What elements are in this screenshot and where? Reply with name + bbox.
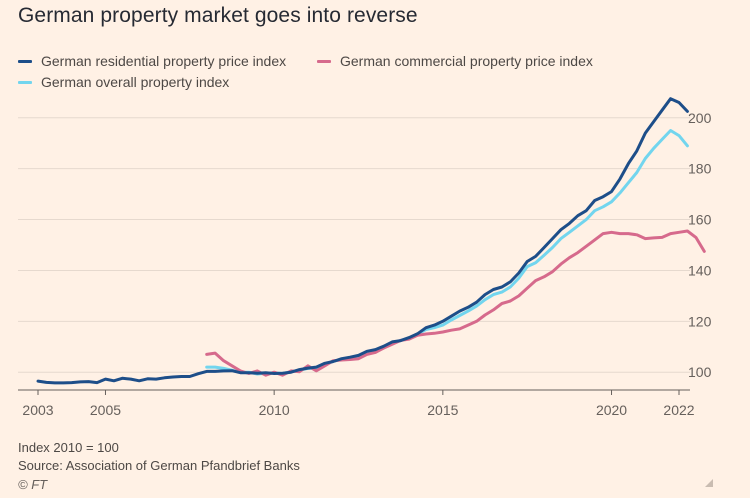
y-tick-label: 200 bbox=[688, 110, 712, 126]
x-tick-label: 2003 bbox=[22, 402, 53, 418]
x-tick-label: 2022 bbox=[663, 402, 694, 418]
legend-swatch-residential bbox=[18, 59, 32, 63]
y-axis-tick-labels: 100 120 140 160 180 200 bbox=[688, 110, 712, 380]
legend-label-commercial: German commercial property price index bbox=[340, 53, 593, 69]
x-tick-label: 2005 bbox=[90, 402, 121, 418]
series-lines bbox=[36, 97, 706, 385]
chart-title: German property market goes into reverse bbox=[18, 4, 418, 27]
resize-corner-icon bbox=[705, 479, 713, 487]
source-note: Source: Association of German Pfandbrief… bbox=[18, 458, 300, 473]
legend-label-overall: German overall property index bbox=[41, 74, 230, 90]
x-tick-label: 2010 bbox=[259, 402, 290, 418]
y-tick-label: 160 bbox=[688, 212, 712, 228]
legend-item-commercial: German commercial property price index bbox=[317, 53, 593, 69]
index-note: Index 2010 = 100 bbox=[18, 440, 119, 455]
legend-swatch-commercial bbox=[317, 59, 331, 63]
y-tick-label: 100 bbox=[688, 364, 712, 380]
x-tick-label: 2015 bbox=[427, 402, 458, 418]
y-tick-label: 140 bbox=[688, 262, 712, 278]
series-line-overall bbox=[205, 129, 689, 376]
legend-label-residential: German residential property price index bbox=[41, 53, 287, 69]
ft-credit: © FT bbox=[18, 477, 48, 492]
y-tick-label: 120 bbox=[688, 313, 712, 329]
legend-item-overall: German overall property index bbox=[18, 74, 229, 90]
x-tick-label: 2020 bbox=[596, 402, 627, 418]
y-tick-label: 180 bbox=[688, 161, 712, 177]
legend-item-residential: German residential property price index bbox=[18, 53, 286, 69]
x-axis-tick-labels: 2003 2005 2010 2015 2020 2022 bbox=[22, 390, 695, 418]
gridlines bbox=[18, 117, 690, 391]
series-line-residential bbox=[36, 97, 689, 385]
series-line-commercial bbox=[205, 229, 706, 377]
legend-swatch-overall bbox=[18, 80, 32, 84]
